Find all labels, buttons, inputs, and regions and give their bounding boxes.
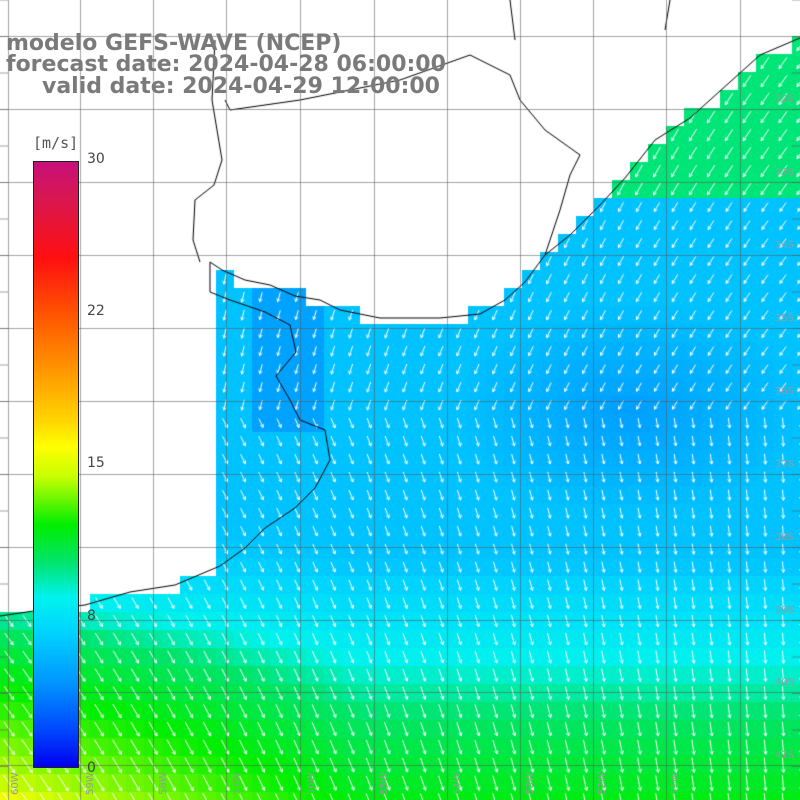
colorbar-tick-15: 15 bbox=[87, 455, 105, 471]
lon-label: 58W bbox=[158, 772, 169, 795]
colorbar-unit: [m/s] bbox=[33, 134, 79, 152]
lon-label: 51W bbox=[670, 772, 681, 795]
lat-label: 35S bbox=[775, 313, 795, 324]
valid-date: valid date: 2024-04-29 12:00:00 bbox=[42, 74, 440, 99]
lat-label: 37S bbox=[775, 459, 795, 470]
lon-label: 53W bbox=[525, 772, 536, 795]
colorbar-tick-8: 8 bbox=[87, 608, 96, 624]
lon-label: 59W bbox=[85, 772, 96, 795]
colorbar bbox=[33, 161, 79, 768]
lat-label: 40S bbox=[775, 677, 795, 688]
lat-label: 33S bbox=[775, 167, 795, 178]
lat-label: 41S bbox=[775, 750, 795, 761]
lon-label: 52W bbox=[597, 772, 608, 795]
model-title: modelo GEFS-WAVE (NCEP) bbox=[6, 31, 342, 56]
lon-label: 54W bbox=[452, 772, 463, 795]
lat-label: 39S bbox=[775, 605, 795, 616]
lon-label: 60W bbox=[10, 772, 21, 795]
lat-label: 34S bbox=[775, 240, 795, 251]
colorbar-tick-30: 30 bbox=[87, 151, 105, 167]
lat-label: 32S bbox=[775, 94, 795, 105]
lon-label: 55W bbox=[379, 772, 390, 795]
colorbar-tick-22: 22 bbox=[87, 303, 105, 319]
lon-label: 57W bbox=[232, 772, 243, 795]
lat-label: 36S bbox=[775, 386, 795, 397]
lon-label: 56W bbox=[306, 772, 317, 795]
forecast-date: forecast date: 2024-04-28 06:00:00 bbox=[6, 52, 446, 77]
lat-label: 38S bbox=[775, 532, 795, 543]
colorbar-tick-0: 0 bbox=[87, 760, 96, 776]
